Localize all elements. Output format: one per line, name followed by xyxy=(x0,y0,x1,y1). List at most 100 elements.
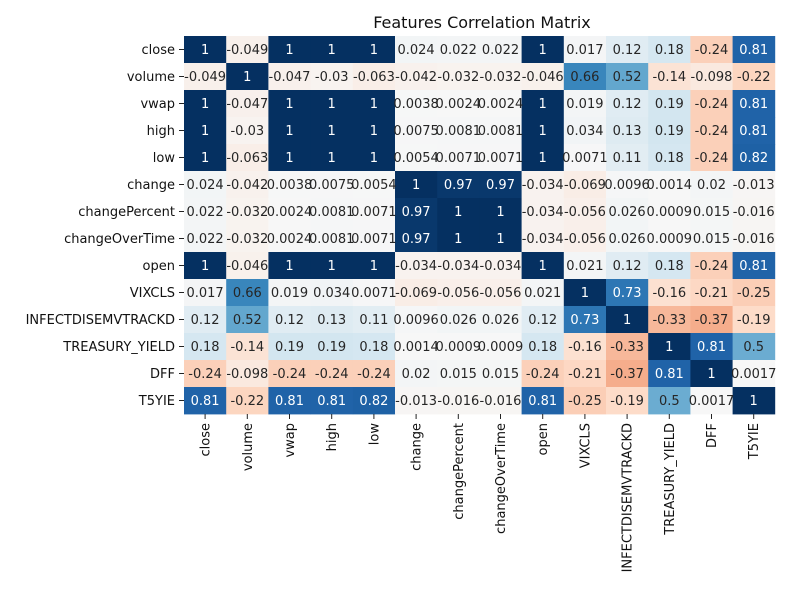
cell-values-layer: 1 -0.049 1 1 1 0.024 0.022 0.022 1 0.017 0.12 0.18-… xyxy=(184,43,776,409)
heatmap-cell xyxy=(479,279,522,307)
heatmap-cell xyxy=(606,198,649,226)
heatmap-cell xyxy=(732,252,776,280)
column-label: vwap xyxy=(283,423,298,458)
cell-value-label: 0.0038 xyxy=(267,178,313,193)
cell-value-label: -0.016 xyxy=(733,232,775,247)
heatmap-cell xyxy=(184,279,227,307)
cell-value-label: 0.026 xyxy=(608,232,645,247)
cell-value-label: 0.5 xyxy=(743,340,764,355)
heatmap-cell xyxy=(268,225,311,253)
cell-value-label: 0.0096 xyxy=(604,178,650,193)
heatmap-cell xyxy=(395,36,438,64)
cell-value-label: 0.18 xyxy=(191,340,220,355)
cell-value-label: -0.24 xyxy=(526,367,560,382)
heatmap-cell xyxy=(648,117,691,145)
heatmap-cell xyxy=(268,63,311,91)
cell-value-label: 0.0009 xyxy=(647,205,693,220)
cell-value-label: -0.042 xyxy=(395,70,437,85)
cell-value-label: 0.0081 xyxy=(478,124,524,139)
heatmap-cell xyxy=(521,306,565,334)
cell-value-label: 1 xyxy=(496,205,504,220)
heatmap-cell xyxy=(395,225,438,253)
heatmap-cell xyxy=(352,360,396,388)
row-labels-layer: close volume vwap high low change changePercen… xyxy=(26,43,184,409)
heatmap-cell xyxy=(690,279,733,307)
heatmap-cell xyxy=(226,279,269,307)
heatmap-cell xyxy=(352,333,396,361)
heatmap-cell xyxy=(268,171,311,199)
cell-value-label: 1 xyxy=(328,151,336,166)
cell-value-label: -0.046 xyxy=(522,70,564,85)
cell-value-label: 0.0024 xyxy=(267,232,313,247)
heatmap-cell xyxy=(226,36,269,64)
heatmap-cell xyxy=(352,36,396,64)
cell-value-label: 0.13 xyxy=(613,124,642,139)
cell-value-label: 1 xyxy=(370,259,378,274)
heatmap-cell xyxy=(690,225,733,253)
cell-value-label: 1 xyxy=(328,43,336,58)
cell-value-label: -0.03 xyxy=(315,70,349,85)
heatmap-cell xyxy=(479,306,522,334)
heatmap-cell xyxy=(395,387,438,415)
heatmap-cell xyxy=(479,333,522,361)
heatmap-cell xyxy=(563,360,607,388)
heatmap-cell xyxy=(479,63,522,91)
cell-value-label: 0.0017 xyxy=(731,367,777,382)
cell-value-label: 1 xyxy=(285,151,293,166)
column-label: INFECTDISEMVTRACKD xyxy=(621,423,636,572)
cell-value-label: 0.02 xyxy=(402,367,431,382)
cell-value-label: 0.0024 xyxy=(436,97,482,112)
heatmap-cell xyxy=(732,90,776,118)
row-label: changePercent xyxy=(78,205,175,220)
heatmap-cell xyxy=(690,171,733,199)
heatmap-cell xyxy=(226,225,269,253)
heatmap-cell xyxy=(521,117,565,145)
title-layer: Features Correlation Matrix xyxy=(373,13,591,32)
cell-value-label: 0.18 xyxy=(655,151,684,166)
heatmap-cell xyxy=(606,171,649,199)
heatmap-cell xyxy=(606,279,649,307)
heatmap-cell xyxy=(310,252,354,280)
cell-value-label: -0.056 xyxy=(564,232,606,247)
cell-value-label: -0.034 xyxy=(522,178,564,193)
cell-value-label: 0.81 xyxy=(275,394,304,409)
cell-value-label: 0.12 xyxy=(191,313,220,328)
cell-value-label: 0.0009 xyxy=(647,232,693,247)
cell-value-label: 0.0009 xyxy=(478,340,524,355)
cell-value-label: 0.0038 xyxy=(393,97,439,112)
cells-layer xyxy=(184,36,776,415)
column-label: low xyxy=(367,423,382,446)
heatmap-cell xyxy=(563,144,607,172)
cell-value-label: 1 xyxy=(750,394,758,409)
heatmap-cell xyxy=(648,198,691,226)
heatmap-cell xyxy=(437,306,480,334)
cell-value-label: 0.0054 xyxy=(393,151,439,166)
heatmap-cell xyxy=(479,360,522,388)
cell-value-label: -0.098 xyxy=(691,70,733,85)
heatmap-cell xyxy=(310,36,354,64)
cell-value-label: -0.032 xyxy=(226,232,268,247)
cell-value-label: 1 xyxy=(201,151,209,166)
cell-value-label: 0.12 xyxy=(528,313,557,328)
cell-value-label: -0.047 xyxy=(269,70,311,85)
heatmap-cell xyxy=(521,171,565,199)
cell-value-label: 0.0071 xyxy=(562,151,608,166)
cell-value-label: 0.12 xyxy=(613,259,642,274)
heatmap-cell xyxy=(606,63,649,91)
column-label: volume xyxy=(241,423,256,471)
heatmap-cell xyxy=(521,63,565,91)
cell-value-label: 1 xyxy=(412,178,420,193)
cell-value-label: -0.056 xyxy=(437,286,479,301)
heatmap-cell xyxy=(648,279,691,307)
cell-value-label: 1 xyxy=(201,259,209,274)
heatmap-cell xyxy=(226,171,269,199)
cell-value-label: 1 xyxy=(539,43,547,58)
heatmap-cell xyxy=(437,333,480,361)
heatmap-cell xyxy=(690,63,733,91)
column-label: changePercent xyxy=(452,423,467,520)
cell-value-label: -0.24 xyxy=(695,124,729,139)
cell-value-label: 1 xyxy=(201,124,209,139)
heatmap-cell xyxy=(310,279,354,307)
column-label: high xyxy=(325,423,340,451)
cell-value-label: 1 xyxy=(201,43,209,58)
